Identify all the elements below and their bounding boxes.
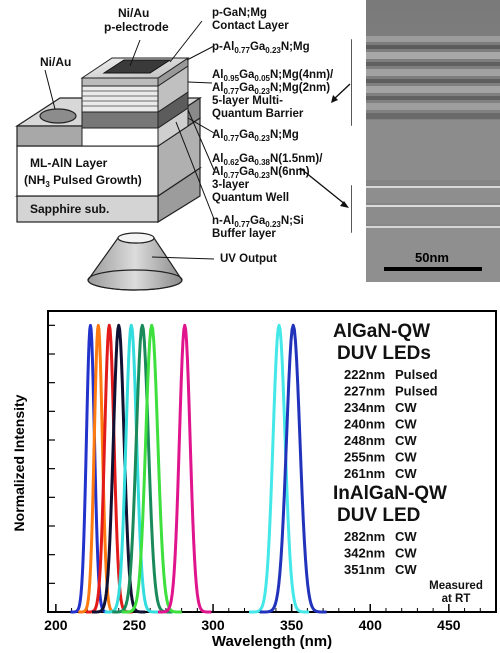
measurement-note-l1: Measured — [429, 580, 483, 592]
leader-lines — [44, 20, 215, 260]
legend-group1-entries: 222nm Pulsed 227nm Pulsed 234nm CW 240nm CW 248n… — [344, 367, 438, 481]
x-tick-label: 450 — [437, 617, 461, 633]
tem-micrograph: 50nm — [366, 0, 500, 282]
legend-wavelength: 240nm — [344, 417, 385, 432]
legend: AlGaN-QW DUV LEDs 222nm Pulsed 227nm Pulsed… — [333, 321, 483, 605]
legend-wavelength: 248nm — [344, 433, 385, 448]
mqb-line1: Al0.95Ga0.05N;Mg(4nm)/ — [212, 69, 334, 83]
legend-mode: Pulsed — [395, 367, 438, 382]
legend-group2-subtitle: DUV LED — [337, 505, 420, 526]
legend-wavelength: 261nm — [344, 466, 385, 481]
legend-group1-title: AlGaN-QW — [333, 321, 430, 342]
uv-output-cone — [87, 232, 183, 291]
p-gan-label: p-GaN;Mg — [212, 7, 267, 19]
contact-layer-label: Contact Layer — [212, 20, 289, 32]
p-electrode-label: p-electrode — [104, 20, 169, 34]
tem-bands — [366, 36, 500, 282]
sapphire-label: Sapphire sub. — [30, 202, 109, 216]
spectrum-261nm — [121, 323, 183, 614]
tem-callout-arrows — [299, 39, 352, 233]
x-tick-label: 250 — [123, 617, 147, 633]
legend-mode: Pulsed — [395, 384, 438, 399]
legend-mode: CW — [395, 546, 417, 561]
qw-line2: Al0.77Ga0.23N(6nm) — [212, 166, 310, 180]
legend-mode: CW — [395, 562, 417, 577]
ni-au-p-label: Ni/Au — [118, 6, 149, 20]
algan-mg-label: Al0.77Ga0.23N;Mg — [212, 129, 299, 143]
mqb-line3: 5-layer Multi- — [212, 95, 283, 107]
n-electrode — [39, 108, 77, 124]
buffer-layer-label: Buffer layer — [212, 228, 276, 240]
legend-mode: CW — [395, 450, 417, 465]
x-tick-label: 400 — [359, 617, 383, 633]
spectrum-342nm — [248, 323, 310, 614]
spectrum-351nm — [259, 323, 327, 614]
tem-scale-label: 50nm — [415, 250, 449, 265]
ml-aln-layer: ML-AlN Layer (NH3 Pulsed Growth) — [16, 116, 201, 198]
p-electrode-pad — [102, 59, 172, 74]
legend-group2-title: InAlGaN-QW — [333, 483, 447, 504]
ni-au-n-label: Ni/Au — [40, 55, 71, 69]
spectrum-282nm — [157, 323, 213, 614]
x-tick-label: 350 — [280, 617, 304, 633]
qw-line1: Al0.62Ga0.38N(1.5nm)/ — [212, 153, 323, 167]
buffer-label: n-Al0.77Ga0.23N;Si — [212, 215, 304, 229]
mqb-line4: Quantum Barrier — [212, 108, 304, 120]
qw-line3: 3-layer — [212, 179, 250, 191]
x-axis-label: Wavelength (nm) — [212, 633, 332, 650]
legend-wavelength: 351nm — [344, 562, 385, 577]
p-algan-label: p-Al0.77Ga0.23N;Mg — [212, 41, 310, 55]
legend-wavelength: 222nm — [344, 367, 385, 382]
legend-mode: CW — [395, 433, 417, 448]
legend-wavelength: 255nm — [344, 450, 385, 465]
spectra-curves — [69, 323, 327, 614]
spectrum-222nm — [69, 323, 112, 614]
legend-mode: CW — [395, 400, 417, 415]
ml-aln-growth-label: (NH3 Pulsed Growth) — [24, 173, 142, 189]
spectrum-240nm — [91, 323, 147, 614]
legend-wavelength: 282nm — [344, 529, 385, 544]
measurement-note-l2: at RT — [442, 593, 471, 605]
legend-wavelength: 227nm — [344, 384, 385, 399]
ml-aln-label: ML-AlN Layer — [30, 156, 108, 170]
legend-group1-subtitle: DUV LEDs — [337, 343, 431, 364]
legend-mode: CW — [395, 417, 417, 432]
qw-line4: Quantum Well — [212, 192, 289, 204]
x-tick-label: 300 — [201, 617, 225, 633]
device-structure-diagram: Sapphire sub. ML-AlN Layer (NH3 Pulsed G… — [14, 6, 352, 291]
legend-wavelength: 234nm — [344, 400, 385, 415]
x-tick-label: 200 — [44, 617, 68, 633]
legend-mode: CW — [395, 466, 417, 481]
legend-wavelength: 342nm — [344, 546, 385, 561]
y-axis-label: Normalized Intensity — [11, 394, 27, 531]
led-mesa-stack — [80, 57, 190, 147]
mqb-line2: Al0.77Ga0.23N;Mg(2nm) — [212, 82, 330, 96]
spectrum-chart: 200 250 300 350 400 450 Normalized Intensity … — [11, 310, 497, 650]
legend-mode: CW — [395, 529, 417, 544]
legend-group2-entries: 282nm CW 342nm CW 351nm CW — [344, 529, 417, 577]
uv-output-label: UV Output — [220, 253, 277, 265]
axis-ticks: 200 250 300 350 400 450 — [44, 324, 481, 633]
